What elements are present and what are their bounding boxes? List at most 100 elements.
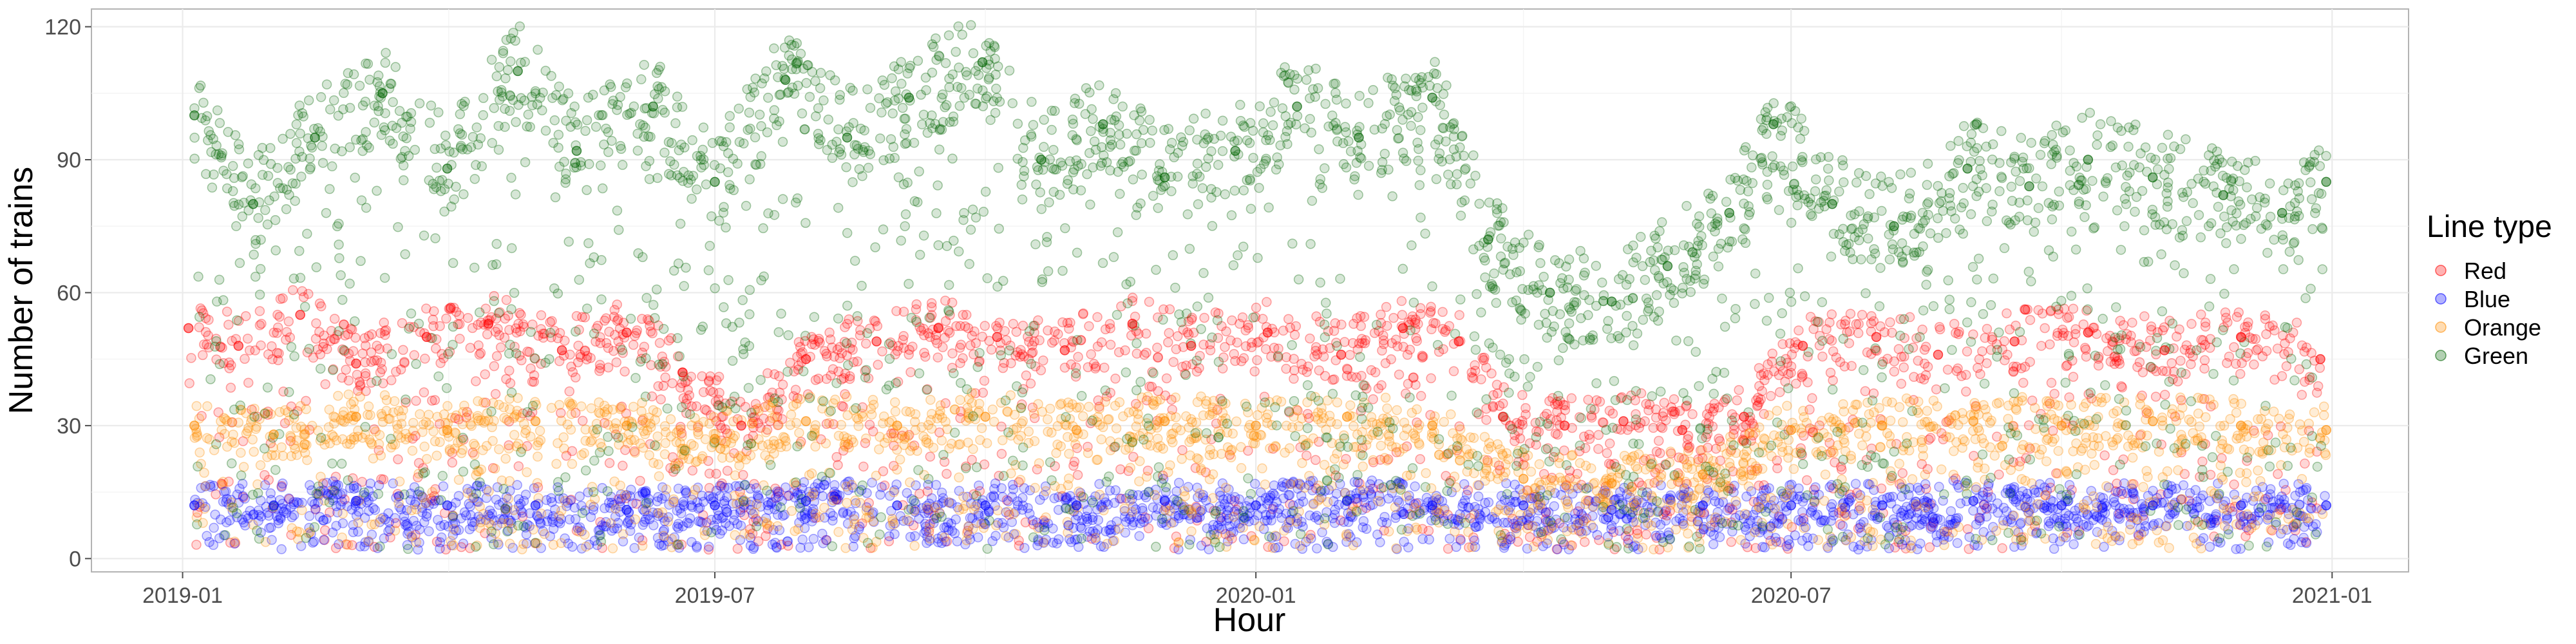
density-point	[1157, 470, 1168, 481]
density-point	[245, 506, 256, 516]
density-point	[1982, 323, 1993, 334]
density-point	[1461, 489, 1472, 500]
density-point	[989, 417, 999, 427]
density-point	[536, 310, 547, 321]
density-point	[711, 375, 722, 386]
density-point	[1347, 338, 1358, 348]
density-point	[869, 315, 880, 326]
density-point	[265, 522, 276, 533]
density-point	[1297, 458, 1307, 468]
density-point	[1380, 392, 1391, 403]
density-point	[2002, 350, 2012, 360]
density-point	[1329, 374, 1340, 384]
density-point	[1127, 321, 1138, 332]
density-point	[1249, 366, 1260, 377]
density-point	[2249, 359, 2259, 370]
density-point	[533, 451, 543, 462]
density-point	[988, 491, 999, 501]
density-point	[831, 451, 842, 462]
density-point	[1579, 536, 1590, 547]
density-point	[1271, 497, 1282, 507]
density-point	[227, 336, 237, 346]
density-point	[223, 319, 234, 330]
density-point	[730, 481, 741, 491]
density-point	[1269, 480, 1280, 491]
density-point	[1730, 496, 1741, 506]
density-point	[1329, 518, 1340, 528]
density-point	[925, 533, 935, 544]
density-point	[1426, 301, 1436, 312]
density-point	[781, 482, 791, 493]
density-point	[1920, 479, 1931, 489]
density-point	[260, 469, 270, 480]
density-point	[969, 326, 980, 337]
density-point	[318, 515, 329, 526]
density-point	[254, 306, 265, 316]
density-point	[685, 513, 696, 524]
density-point	[2088, 440, 2099, 451]
density-point	[1258, 314, 1268, 324]
density-point	[773, 371, 784, 381]
density-point	[1028, 408, 1039, 419]
density-point	[1238, 534, 1249, 545]
density-point	[353, 517, 364, 528]
density-point	[1392, 341, 1403, 352]
density-point	[1144, 296, 1155, 307]
density-point	[2297, 390, 2307, 400]
density-point	[678, 393, 689, 404]
density-point	[438, 481, 449, 491]
density-point	[366, 357, 377, 367]
density-point	[2320, 491, 2330, 501]
density-point	[1439, 417, 1449, 427]
density-point	[1470, 360, 1480, 370]
density-point	[2008, 366, 2019, 377]
density-point	[1090, 533, 1101, 543]
density-point	[1667, 406, 1678, 417]
density-point	[1473, 521, 1484, 531]
density-point	[353, 526, 363, 537]
density-point	[1875, 321, 1886, 332]
density-point	[943, 497, 954, 507]
density-point	[297, 505, 307, 515]
density-point	[797, 535, 808, 545]
density-point	[322, 344, 332, 354]
density-point	[974, 480, 984, 491]
density-point	[1038, 537, 1048, 547]
density-point	[1839, 361, 1850, 372]
density-point	[1173, 537, 1184, 547]
density-point	[1208, 493, 1218, 504]
density-point	[1939, 540, 1949, 551]
density-point	[421, 303, 431, 314]
density-point	[1161, 373, 1172, 384]
density-point	[1380, 358, 1391, 368]
density-point	[1577, 529, 1588, 539]
density-point	[520, 428, 531, 439]
density-point	[2260, 314, 2271, 325]
density-point	[1052, 538, 1062, 549]
density-point	[274, 348, 284, 359]
density-point	[194, 447, 205, 458]
density-point	[453, 491, 464, 501]
density-point	[648, 520, 659, 531]
density-point	[2068, 303, 2079, 314]
density-point	[435, 544, 445, 554]
density-point	[289, 497, 299, 507]
density-point	[672, 522, 683, 532]
density-point	[860, 338, 871, 349]
density-point	[489, 361, 500, 372]
density-point	[428, 321, 439, 332]
density-point	[1421, 468, 1431, 478]
density-point	[600, 316, 610, 326]
density-point	[838, 401, 849, 412]
density-point	[517, 507, 527, 518]
density-point	[374, 480, 384, 491]
density-point	[1463, 527, 1473, 537]
density-point	[719, 498, 730, 509]
density-point	[637, 314, 647, 324]
density-point	[424, 526, 434, 536]
density-point	[833, 460, 843, 470]
density-point	[2127, 317, 2137, 328]
density-point	[2204, 542, 2215, 552]
density-point	[2246, 523, 2257, 533]
density-point	[2097, 529, 2108, 539]
